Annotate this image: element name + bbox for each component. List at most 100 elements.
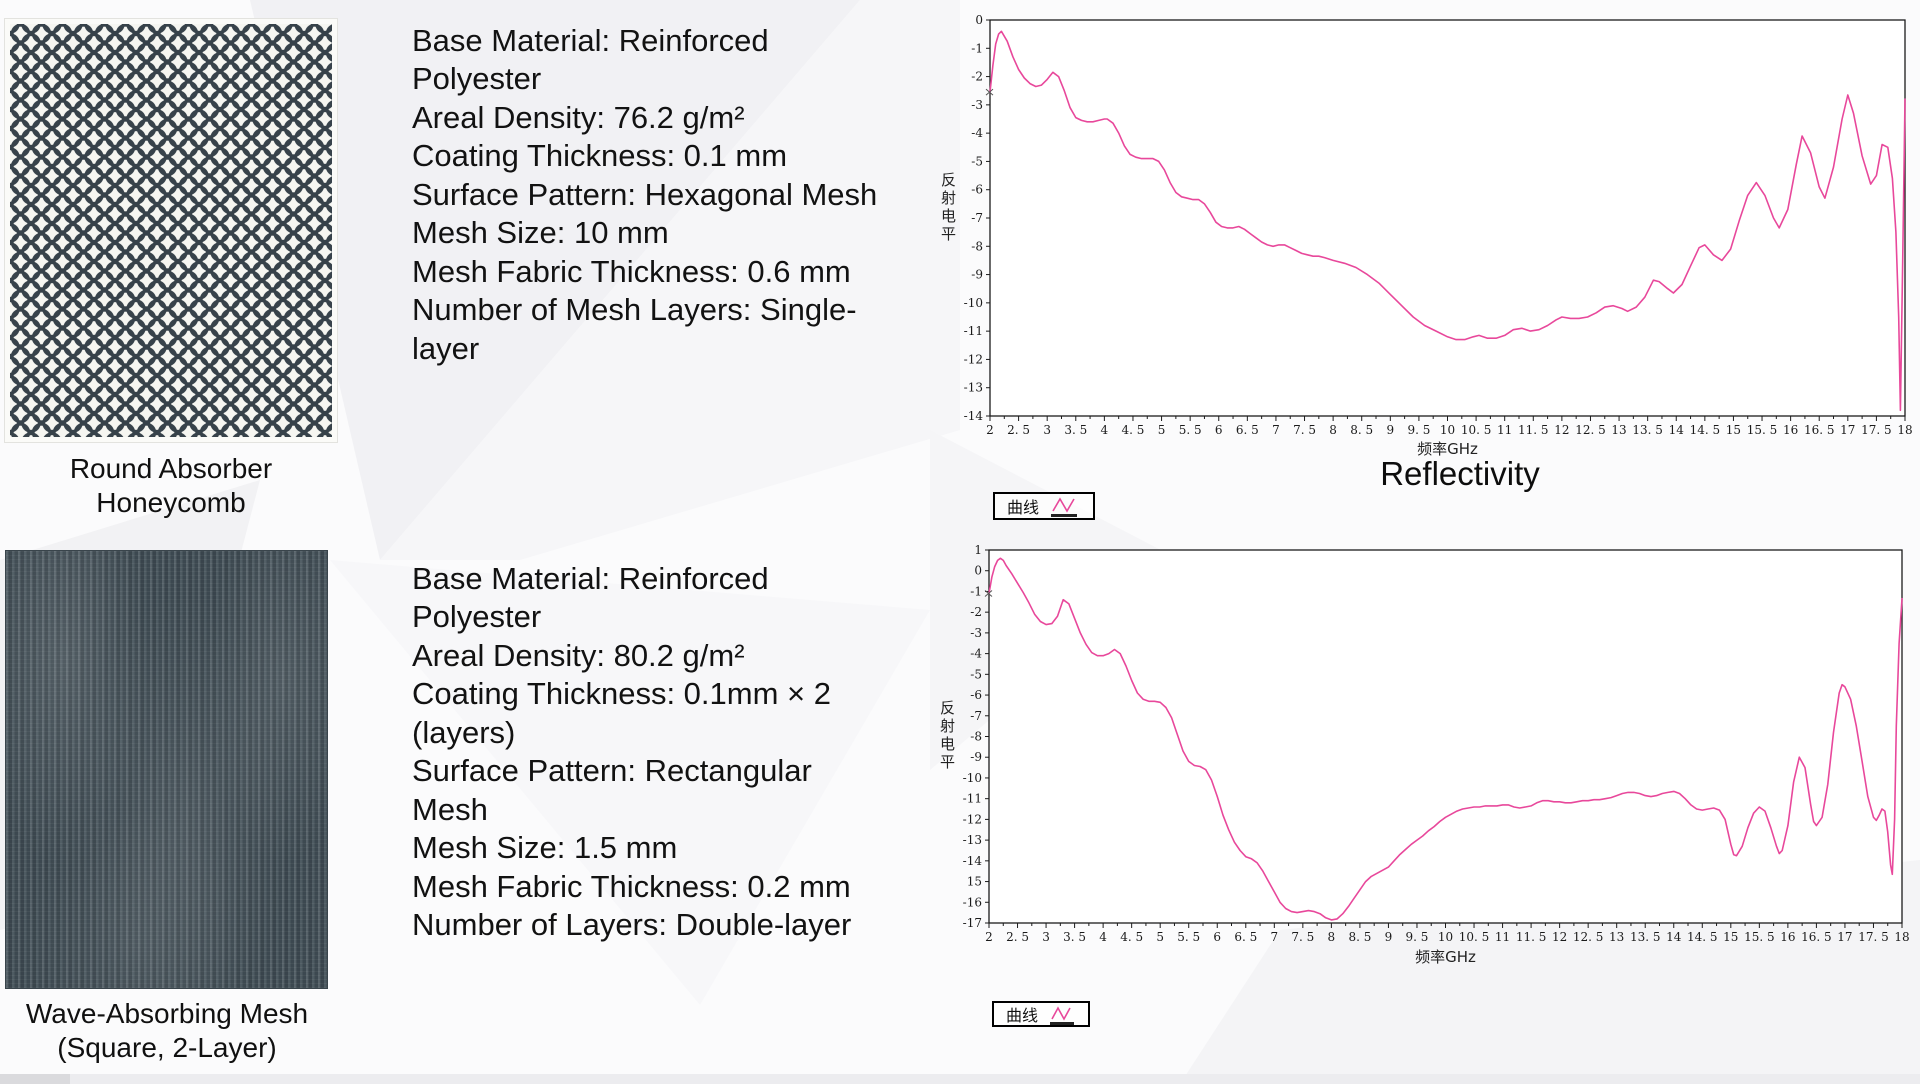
x-tick-label: 16 xyxy=(1783,423,1798,437)
text-line: Mesh Size: 10 mm xyxy=(412,215,669,251)
background-facet xyxy=(380,0,960,560)
text-line: Number of Mesh Layers: Single- xyxy=(412,292,857,328)
y-tick-label: -5 xyxy=(971,154,983,168)
y-tick-label: -12 xyxy=(963,812,982,826)
x-tick-label: 8. 5 xyxy=(1350,423,1373,437)
x-tick-label: 16. 5 xyxy=(1804,423,1835,437)
x-tick-label: 6 xyxy=(1213,930,1221,944)
y-tick-label: -6 xyxy=(970,688,982,702)
y-tick-label: -1 xyxy=(970,584,982,598)
curve-swatch-icon xyxy=(1051,495,1078,517)
reflectivity-chart-bottom: 10-1-2-3-4-5-6-7-8-9-10-11-12-13-1415-16… xyxy=(963,543,1910,944)
y-axis-label-top: 反射电平 xyxy=(939,172,957,244)
text-line: Areal Density: 76.2 g/m² xyxy=(412,99,745,135)
text-line: Wave-Absorbing Mesh xyxy=(25,998,309,1029)
reflectivity-curve xyxy=(989,30,1906,412)
x-tick-label: 15. 5 xyxy=(1747,423,1778,437)
x-axis-label-bottom: 频率GHz xyxy=(1415,948,1476,966)
x-tick-label: 15 xyxy=(1723,930,1738,944)
x-tick-label: 18 xyxy=(1894,930,1909,944)
background-bottom-strip xyxy=(0,1074,1920,1084)
y-tick-label: -5 xyxy=(970,667,982,681)
x-tick-label: 6 xyxy=(1215,423,1223,437)
text-line: Base Material: Reinforced xyxy=(412,561,769,596)
x-tick-label: 9. 5 xyxy=(1406,930,1429,944)
y-tick-label: -16 xyxy=(963,895,982,909)
text-line: Polyester xyxy=(412,599,542,635)
y-tick-label: -7 xyxy=(970,709,982,723)
y-tick-label: -4 xyxy=(970,647,982,661)
y-tick-label: -13 xyxy=(963,833,982,847)
text-line: (Square, 2-Layer) xyxy=(57,1031,277,1063)
y-tick-label: -8 xyxy=(970,730,982,744)
y-tick-label: 1 xyxy=(974,543,982,557)
x-tick-label: 17. 5 xyxy=(1861,423,1892,437)
x-tick-label: 13 xyxy=(1609,930,1624,944)
x-tick-label: 9 xyxy=(1386,423,1394,437)
x-tick-label: 17 xyxy=(1837,930,1852,944)
y-tick-label: -14 xyxy=(963,854,983,868)
legend-label: 曲线 xyxy=(1006,1006,1039,1025)
y-tick-label: -3 xyxy=(971,98,983,112)
text-line: Mesh Size: 1.5 mm xyxy=(412,830,678,866)
x-tick-label: 4 xyxy=(1101,423,1109,437)
x-tick-label: 4 xyxy=(1099,930,1107,944)
x-tick-label: 12 xyxy=(1552,930,1567,944)
x-tick-label: 12. 5 xyxy=(1575,423,1606,437)
y-tick-label: -10 xyxy=(963,771,982,785)
x-tick-label: 3 xyxy=(1043,423,1051,437)
reflectivity-curve xyxy=(988,557,1903,921)
x-tick-label: 4. 5 xyxy=(1120,930,1143,944)
x-tick-label: 11. 5 xyxy=(1518,423,1549,437)
y-tick-label: -8 xyxy=(971,239,983,253)
y-tick-label: -13 xyxy=(964,381,983,395)
y-tick-label: -11 xyxy=(964,324,983,338)
y-tick-label: 0 xyxy=(975,13,983,27)
spec-text-honeycomb: Base Material: Reinforced Polyester Areal … xyxy=(412,22,972,368)
text-line: Areal Density: 80.2 g/m² xyxy=(412,637,745,673)
x-tick-label: 5 xyxy=(1156,930,1164,944)
x-tick-label: 13. 5 xyxy=(1632,423,1663,437)
y-tick-label: -4 xyxy=(971,126,983,140)
text-line: Mesh Fabric Thickness: 0.6 mm xyxy=(412,253,851,289)
x-tick-label: 9. 5 xyxy=(1407,423,1430,437)
x-tick-label: 12 xyxy=(1554,423,1569,437)
x-tick-label: 8 xyxy=(1329,423,1337,437)
spec-text-mesh: Base Material: Reinforced Polyester Areal … xyxy=(412,560,972,944)
text-line: Coating Thickness: 0.1mm × 2 xyxy=(412,676,831,712)
plot-area xyxy=(989,19,1906,417)
y-tick-label: -2 xyxy=(971,70,983,84)
x-axis-label-top: 频率GHz xyxy=(1417,440,1478,458)
text-line: Surface Pattern: Hexagonal Mesh xyxy=(412,176,878,212)
x-tick-label: 5. 5 xyxy=(1179,423,1202,437)
y-tick-label: -3 xyxy=(970,626,982,640)
x-tick-label: 10. 5 xyxy=(1461,423,1492,437)
x-tick-label: 14. 5 xyxy=(1687,930,1718,944)
y-tick-label: -7 xyxy=(971,211,983,225)
x-tick-label: 10 xyxy=(1438,930,1453,944)
x-tick-label: 11 xyxy=(1497,423,1512,437)
x-tick-label: 16. 5 xyxy=(1801,930,1832,944)
y-tick-label: -6 xyxy=(971,183,983,197)
legend-bottom: 曲线 xyxy=(992,1001,1090,1027)
curve-start-marker xyxy=(984,590,993,597)
x-tick-label: 2 xyxy=(985,930,993,944)
x-tick-label: 5. 5 xyxy=(1177,930,1200,944)
y-axis-label-bottom: 反射电平 xyxy=(938,700,956,772)
x-tick-label: 13 xyxy=(1611,423,1626,437)
x-tick-label: 5 xyxy=(1158,423,1166,437)
x-tick-label: 3. 5 xyxy=(1064,423,1087,437)
x-tick-label: 10. 5 xyxy=(1459,930,1490,944)
y-tick-label: 15 xyxy=(967,875,982,889)
x-tick-label: 7 xyxy=(1272,423,1280,437)
background-facet xyxy=(330,560,930,1005)
x-tick-label: 6. 5 xyxy=(1236,423,1259,437)
text-line: Polyester xyxy=(412,61,542,97)
honeycomb-texture-image xyxy=(4,18,338,443)
chart-title-reflectivity: Reflectivity xyxy=(1380,455,1540,492)
x-tick-label: 7 xyxy=(1270,930,1278,944)
text-line: Honeycomb xyxy=(96,486,246,518)
x-tick-label: 9 xyxy=(1385,930,1393,944)
honeycomb-pattern xyxy=(10,24,332,437)
text-line: Coating Thickness: 0.1 mm xyxy=(412,138,788,174)
